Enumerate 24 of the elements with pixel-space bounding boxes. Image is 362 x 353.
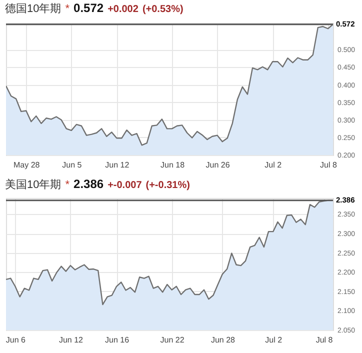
text: *	[65, 179, 70, 191]
text: +-0.007	[108, 180, 142, 191]
text: +0.002	[108, 4, 138, 15]
x-tick-label: Jun 12	[58, 336, 84, 344]
text: *	[65, 3, 70, 15]
text: 0.572	[74, 1, 104, 15]
chart-title: 美国10年期	[5, 179, 62, 191]
x-tick-label: May 28	[14, 160, 40, 170]
x-tick-label: Jul 2	[265, 336, 283, 344]
x-tick-label: Jun 5	[62, 160, 82, 170]
x-tick-label: Jun 22	[160, 336, 185, 344]
x-tick-label: Jun 12	[105, 160, 130, 170]
x-tick-label: Jun 28	[210, 336, 236, 344]
chart-title: 德国10年期	[5, 3, 62, 15]
x-tick-label: Jun 18	[160, 160, 186, 170]
x-tick-label: Jul 8	[316, 336, 334, 344]
text: (+-0.31%)	[146, 180, 190, 191]
x-tick-label: Jun 6	[6, 336, 26, 344]
x-tick-label: Jul 8	[320, 160, 338, 170]
x-tick-label: Jul 2	[264, 160, 282, 170]
text: (+0.53%)	[142, 4, 184, 15]
text: 2.386	[74, 177, 104, 191]
x-tick-label: Jun 16	[105, 336, 130, 344]
x-tick-label: Jun 26	[206, 160, 230, 170]
